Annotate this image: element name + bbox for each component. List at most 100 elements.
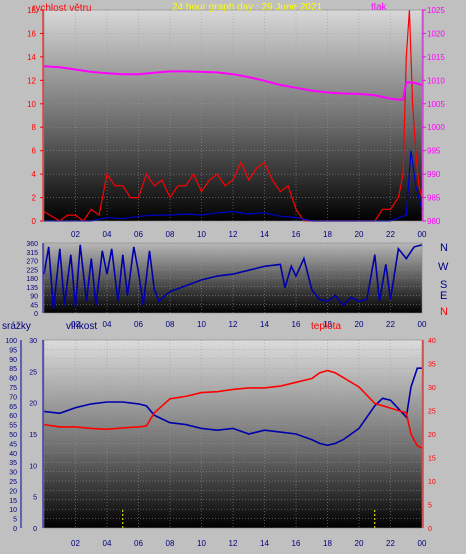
x-tick-label: 22: [386, 230, 395, 239]
rain-tick-label: 5: [13, 517, 17, 524]
compass-w: W: [438, 261, 449, 273]
humidity-axis-label: vlhkost: [66, 321, 97, 332]
temperature-tick-label: 15: [428, 456, 436, 463]
rain-axis-label: srážky: [2, 321, 31, 332]
rain-tick-label: 60: [9, 413, 17, 420]
x-tick-label: 18: [323, 230, 332, 239]
humidity-temp-series: [43, 367, 423, 528]
compass-n-bottom: N: [440, 306, 448, 318]
humidity-temp-border: [43, 339, 423, 529]
pressure-tick-label: 1015: [427, 53, 445, 62]
x-tick-label: 06: [134, 539, 143, 548]
humidity-tick-label: 25: [29, 369, 37, 376]
wind-pressure-grid: [44, 9, 423, 222]
wind-pressure-border: [43, 9, 423, 222]
rain-tick-label: 10: [9, 507, 17, 514]
x-tick-label: 10: [197, 320, 206, 329]
rain-tick-label: 75: [9, 385, 17, 392]
humidity-tick-label: 20: [29, 401, 37, 408]
x-tick-label: 12: [229, 230, 238, 239]
x-tick-label: 16: [292, 320, 301, 329]
chart-title: 24 hour graph day : 29 June 2021: [172, 2, 323, 13]
x-tick-label: 22: [386, 539, 395, 548]
x-tick-label: 02: [71, 539, 80, 548]
direction-tick-label: 315: [26, 250, 38, 257]
rain-tick-label: 40: [9, 451, 17, 458]
rain-tick-label: 45: [9, 441, 17, 448]
compass-s: S: [440, 279, 447, 291]
pressure-tick-label: 1000: [427, 123, 445, 132]
x-tick-label: 12: [229, 539, 238, 548]
pressure-axis-label: tlak: [371, 2, 388, 13]
x-tick-label: 08: [166, 320, 175, 329]
direction-tick-label: 360: [26, 241, 38, 248]
temperature-axis-label: teplota: [311, 321, 341, 332]
average-wind-line: [44, 150, 423, 222]
x-tick-label: 14: [260, 539, 269, 548]
x-tick-label: 16: [292, 230, 301, 239]
compass-n-top: N: [440, 242, 448, 254]
wind-tick-label: 6: [32, 147, 37, 156]
rain-tick-label: 65: [9, 404, 17, 411]
x-tick-label: 12: [229, 320, 238, 329]
pressure-line: [43, 65, 423, 101]
temperature-tick-label: 40: [428, 338, 436, 345]
direction-tick-label: 90: [30, 294, 38, 301]
x-tick-label: 20: [355, 539, 364, 548]
wind-direction-line: [43, 244, 423, 310]
direction-tick-label: 135: [26, 285, 38, 292]
direction-border: [43, 242, 423, 314]
pressure-tick-label: 995: [427, 147, 441, 156]
temperature-tick-label: 0: [428, 526, 432, 533]
wind-tick-label: 2: [32, 194, 37, 203]
temperature-tick-label: 10: [428, 479, 436, 486]
wind-tick-label: 14: [27, 53, 36, 62]
x-tick-label: 08: [166, 539, 175, 548]
wind-pressure-ticks: 02 04 06 08 10 12 14 16 18 20 22 000246810121416189…: [27, 6, 445, 239]
humidity-tick-label: 30: [29, 338, 37, 345]
wind-tick-label: 0: [32, 217, 37, 226]
pressure-tick-label: 1005: [427, 100, 445, 109]
humidity-tick-label: 5: [33, 495, 37, 502]
wind-tick-label: 16: [27, 29, 36, 38]
x-tick-label: 14: [260, 320, 269, 329]
rain-tick-label: 50: [9, 432, 17, 439]
x-tick-label: 18: [323, 539, 332, 548]
pressure-tick-label: 985: [427, 194, 441, 203]
wind-pressure-series: [43, 9, 423, 222]
rain-tick-label: 30: [9, 470, 17, 477]
x-tick-label: 10: [197, 539, 206, 548]
x-tick-label: 04: [103, 539, 112, 548]
temperature-tick-label: 20: [428, 432, 436, 439]
pressure-tick-label: 990: [427, 170, 441, 179]
temperature-tick-label: 25: [428, 409, 436, 416]
compass-e: E: [440, 290, 447, 302]
x-tick-label: 14: [260, 230, 269, 239]
x-tick-label: 20: [355, 320, 364, 329]
x-tick-label: 06: [134, 230, 143, 239]
temperature-tick-label: 5: [428, 503, 432, 510]
x-tick-label: 00: [418, 320, 427, 329]
temperature-tick-label: 35: [428, 362, 436, 369]
wind-tick-label: 12: [27, 76, 36, 85]
wind-tick-label: 4: [32, 170, 37, 179]
wind-tick-label: 10: [27, 100, 36, 109]
direction-series: [43, 244, 423, 310]
rain-tick-label: 70: [9, 394, 17, 401]
wind-tick-label: 8: [32, 123, 37, 132]
rain-tick-label: 35: [9, 460, 17, 467]
rain-tick-label: 100: [5, 338, 17, 345]
rain-tick-label: 15: [9, 498, 17, 505]
direction-tick-label: 0: [34, 311, 38, 318]
rain-tick-label: 55: [9, 423, 17, 430]
humidity-tick-label: 10: [29, 463, 37, 470]
rain-tick-label: 90: [9, 357, 17, 364]
rain-tick-label: 85: [9, 366, 17, 373]
x-tick-label: 10: [197, 230, 206, 239]
x-tick-label: 00: [418, 539, 427, 548]
temperature-line: [43, 369, 423, 449]
x-tick-label: 02: [71, 320, 80, 329]
rain-tick-label: 0: [13, 526, 17, 533]
humidity-tick-label: 15: [29, 432, 37, 439]
wind-tick-label: 18: [27, 6, 36, 15]
